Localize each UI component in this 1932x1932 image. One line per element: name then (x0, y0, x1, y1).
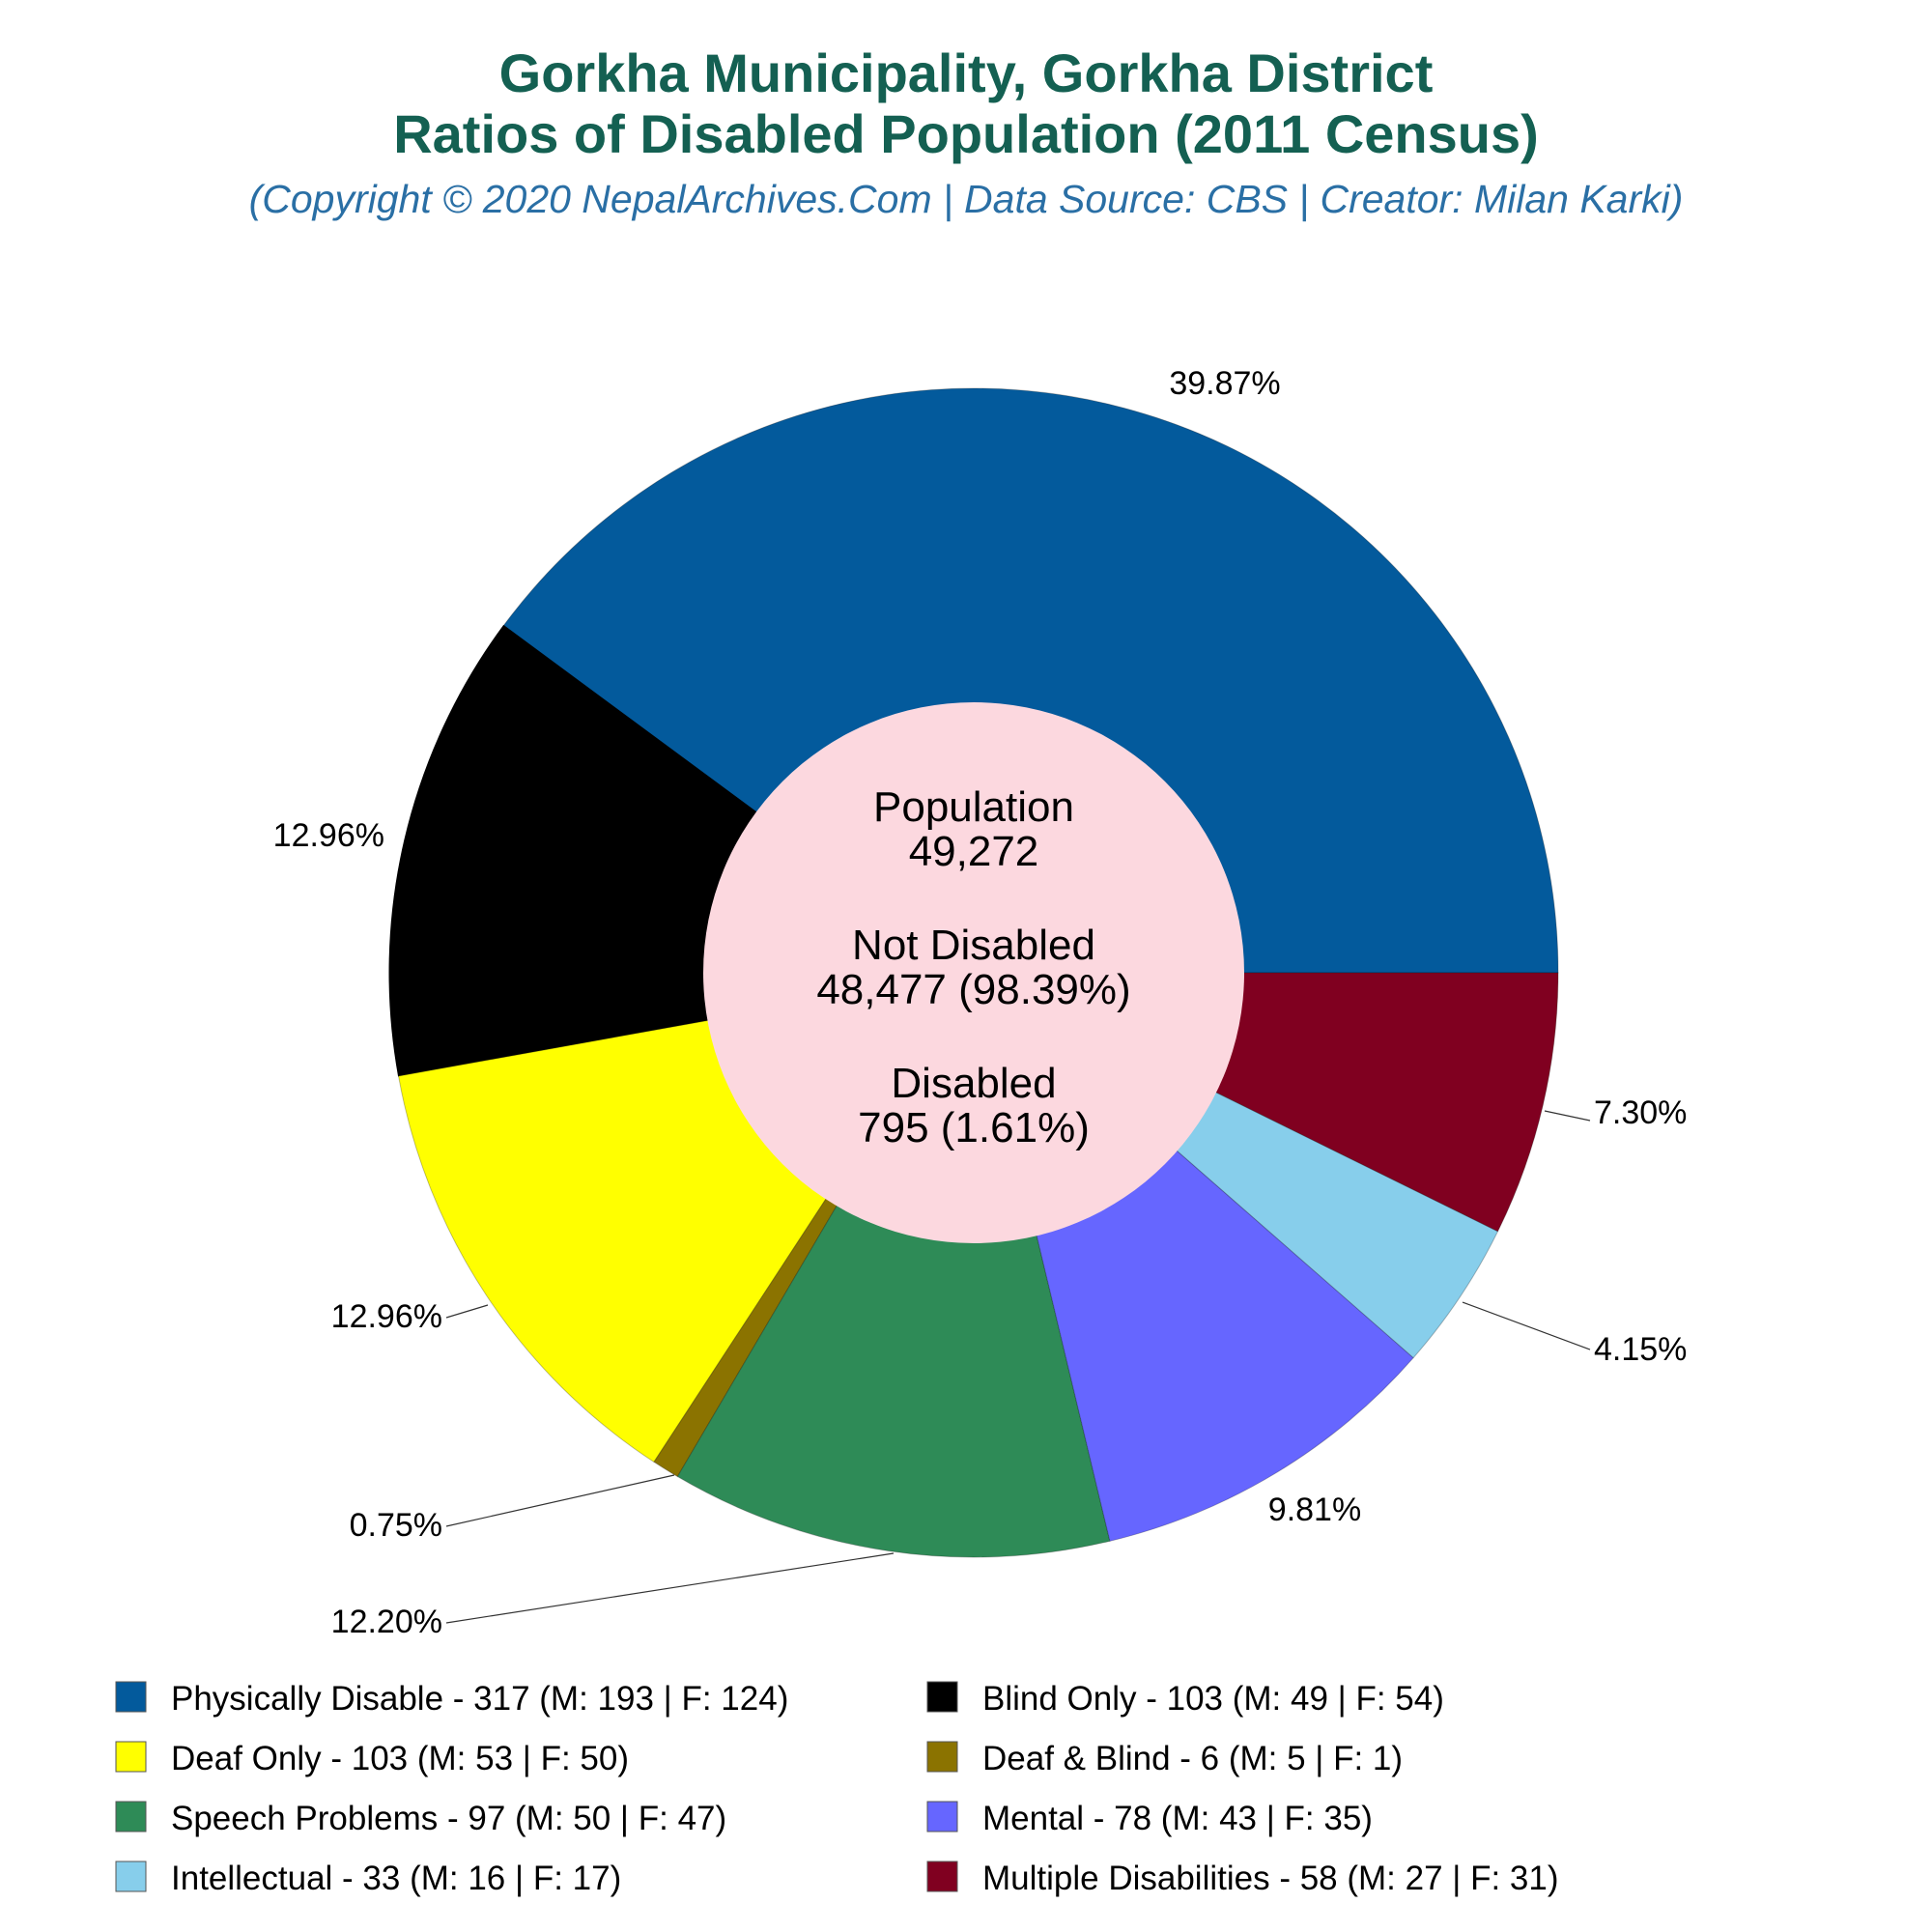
legend-label-blind-only: Blind Only - 103 (M: 49 | F: 54) (982, 1680, 1444, 1718)
legend-swatch-blind-only (926, 1681, 958, 1713)
population-label: Population (873, 783, 1074, 831)
slice-physically-disable (502, 387, 1559, 974)
legend-swatch-deaf-only (115, 1741, 147, 1773)
percent-label-speech-problems: 12.20% (331, 1604, 442, 1640)
not-disabled-value: 48,477 (98.39%) (816, 966, 1130, 1013)
percent-label-physically-disable: 39.87% (1169, 365, 1280, 402)
disabled-value: 795 (1.61%) (858, 1104, 1090, 1151)
legend-label-speech-problems: Speech Problems - 97 (M: 50 | F: 47) (171, 1800, 726, 1837)
center-circle (703, 702, 1244, 1243)
legend-swatch-physically-disable (115, 1681, 147, 1713)
percent-label-multiple-disabilities: 7.30% (1594, 1094, 1687, 1131)
chart-title-line-1: Gorkha Municipality, Gorkha District (499, 43, 1434, 103)
legend-swatch-intellectual (115, 1861, 147, 1892)
legend: Physically Disable - 317 (M: 193 | F: 12… (115, 1680, 1559, 1897)
leader-line-intellectual (1462, 1301, 1591, 1350)
leader-line-speech-problems (445, 1552, 895, 1624)
not-disabled-label: Not Disabled (852, 922, 1095, 969)
legend-label-deaf-only: Deaf Only - 103 (M: 53 | F: 50) (171, 1740, 629, 1777)
legend-swatch-mental (926, 1801, 958, 1833)
leader-line-multiple-disabilities (1544, 1110, 1591, 1122)
legend-swatch-speech-problems (115, 1801, 147, 1833)
legend-label-deaf-and-blind: Deaf & Blind - 6 (M: 5 | F: 1) (982, 1740, 1403, 1777)
leader-line-deaf-only (445, 1304, 489, 1319)
percent-label-intellectual: 4.15% (1594, 1331, 1687, 1368)
disabled-label: Disabled (891, 1060, 1056, 1107)
legend-swatch-deaf-and-blind (926, 1741, 958, 1773)
legend-swatch-multiple-disabilities (926, 1861, 958, 1892)
slice-labels: 39.87% 12.96% 12.96% 0.75% 12.20% 9.81% 4.15% 7… (273, 365, 1688, 1640)
leader-line-deaf-and-blind (445, 1474, 675, 1527)
percent-label-mental: 9.81% (1268, 1492, 1361, 1528)
chart-subtitle: (Copyright © 2020 NepalArchives.Com | Da… (249, 177, 1684, 221)
percent-label-deaf-only: 12.96% (331, 1298, 442, 1335)
legend-label-physically-disable: Physically Disable - 317 (M: 193 | F: 12… (171, 1680, 788, 1718)
legend-label-multiple-disabilities: Multiple Disabilities - 58 (M: 27 | F: 3… (982, 1860, 1559, 1897)
chart-title-line-2: Ratios of Disabled Population (2011 Cens… (393, 103, 1539, 164)
legend-label-intellectual: Intellectual - 33 (M: 16 | F: 17) (171, 1860, 621, 1897)
percent-label-deaf-and-blind: 0.75% (350, 1507, 442, 1544)
percent-label-blind-only: 12.96% (273, 817, 384, 854)
legend-label-mental: Mental - 78 (M: 43 | F: 35) (982, 1800, 1373, 1837)
population-value: 49,272 (909, 828, 1039, 875)
